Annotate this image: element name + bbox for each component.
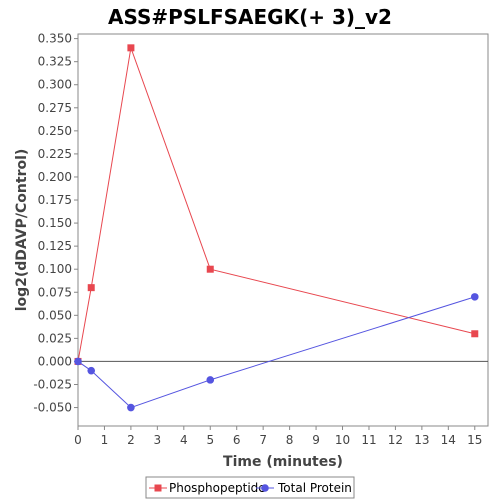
x-tick-label: 10 — [335, 433, 350, 447]
data-point-total-protein — [127, 403, 135, 412]
data-point-phosphopeptide — [206, 265, 214, 273]
series-layer — [74, 44, 479, 412]
x-tick-label: 2 — [127, 433, 135, 447]
y-tick-label: 0.025 — [38, 331, 72, 345]
legend: Phosphopeptide Total Protein — [145, 476, 355, 499]
x-tick-label: 0 — [74, 433, 82, 447]
y-tick-label: -0.025 — [33, 377, 72, 391]
x-tick-label: 6 — [233, 433, 241, 447]
x-tick-label: 9 — [312, 433, 320, 447]
y-tick-label: 0.150 — [38, 216, 72, 230]
data-point-phosphopeptide — [471, 330, 479, 338]
x-tick-label: 11 — [361, 433, 376, 447]
y-tick-label: 0.325 — [38, 55, 72, 69]
x-axis-title: Time (minutes) — [223, 454, 343, 470]
x-axis-ticks: 0 1 2 3 4 5 6 7 8 9 10 11 12 13 14 15 — [74, 426, 482, 447]
x-tick-label: 7 — [259, 433, 267, 447]
y-tick-label: 0.250 — [38, 124, 72, 138]
x-tick-label: 4 — [180, 433, 188, 447]
legend-label-total-protein: Total Protein — [277, 481, 352, 495]
y-tick-label: 0.200 — [38, 170, 72, 184]
series-total-protein — [74, 293, 479, 412]
y-tick-label: 0.125 — [38, 239, 72, 253]
chart-title: ASS#PSLFSAEGK(+ 3)_v2 — [108, 5, 392, 29]
data-point-total-protein — [470, 293, 479, 301]
data-point-phosphopeptide — [87, 284, 95, 292]
x-tick-label: 15 — [467, 433, 482, 447]
data-point-total-protein — [206, 376, 215, 384]
data-point-total-protein — [74, 357, 82, 366]
y-tick-label: 0.350 — [38, 32, 72, 46]
x-tick-label: 12 — [388, 433, 403, 447]
x-tick-label: 8 — [286, 433, 294, 447]
y-tick-label: 0.225 — [38, 147, 72, 161]
y-tick-label: 0.175 — [38, 193, 72, 207]
y-tick-label: 0.275 — [38, 101, 72, 115]
legend-marker-phosphopeptide — [154, 484, 162, 492]
y-tick-label: -0.050 — [33, 401, 72, 415]
y-tick-label: 0.100 — [38, 262, 72, 276]
y-tick-label: 0.300 — [38, 78, 72, 92]
x-tick-label: 1 — [101, 433, 109, 447]
y-tick-label: 0.000 — [38, 354, 72, 368]
legend-marker-total-protein — [261, 484, 269, 492]
y-tick-label: 0.050 — [38, 308, 72, 322]
x-tick-label: 3 — [154, 433, 162, 447]
legend-box — [145, 476, 355, 499]
plot-area — [77, 33, 489, 427]
legend-label-phosphopeptide: Phosphopeptide — [169, 481, 266, 495]
y-tick-label: 0.075 — [38, 285, 72, 299]
y-axis-ticks: -0.050 -0.025 0.000 0.025 0.050 0.075 0.100 0.1… — [33, 32, 78, 415]
data-point-total-protein — [87, 366, 96, 375]
y-axis-title: log2(dDAVP/Control) — [14, 149, 30, 312]
data-point-phosphopeptide — [127, 44, 135, 52]
x-tick-label: 14 — [441, 433, 456, 447]
x-tick-label: 5 — [206, 433, 214, 447]
x-tick-label: 13 — [414, 433, 429, 447]
